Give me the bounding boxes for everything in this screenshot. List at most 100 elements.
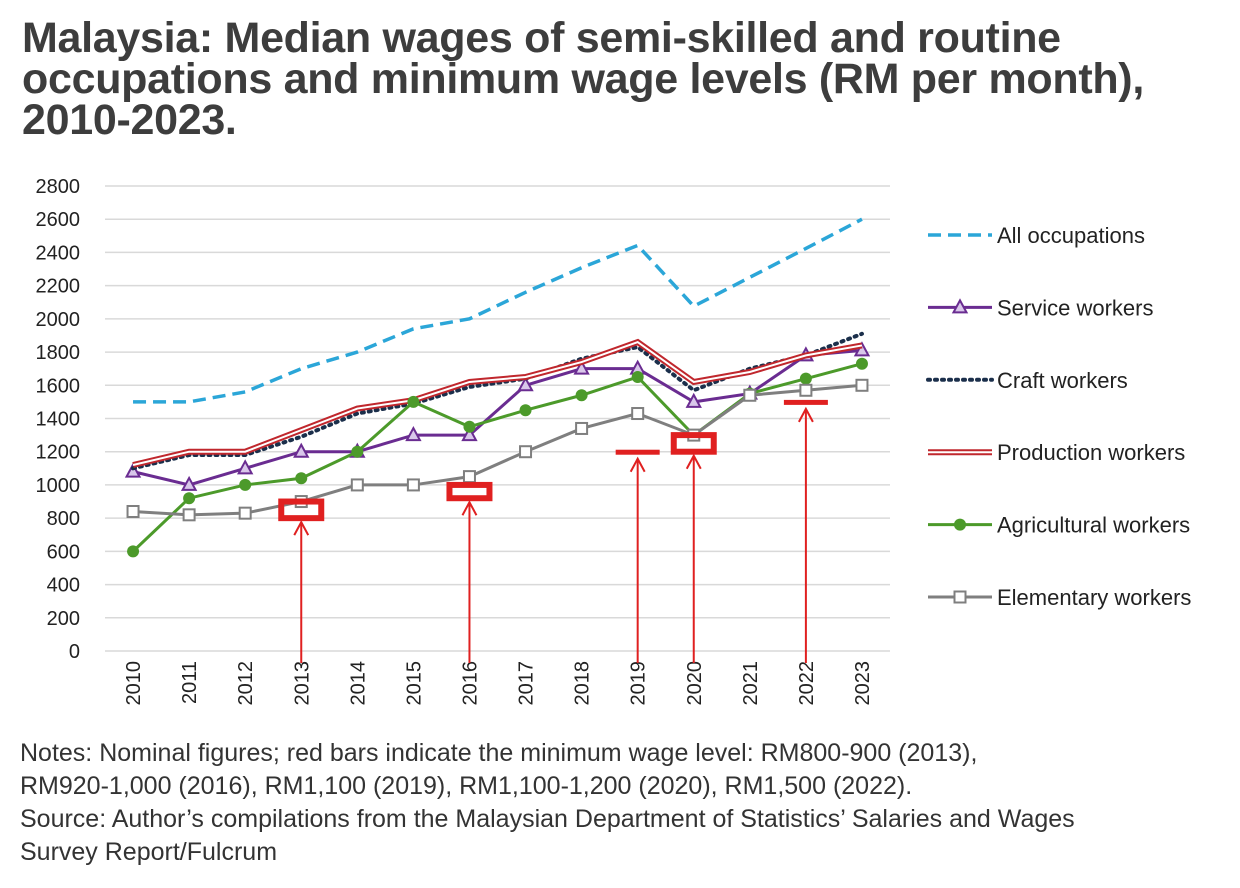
- y-tick-label: 1200: [36, 442, 81, 464]
- y-tick-label: 800: [47, 508, 80, 530]
- series-production-workers: [132, 338, 863, 468]
- series-elementary-workers: [126, 378, 869, 522]
- data-point: [407, 395, 420, 408]
- data-point: [405, 426, 422, 442]
- data-point: [350, 478, 364, 492]
- minimum-wage-bar: [783, 399, 828, 405]
- minimum-wage-bar: [446, 481, 493, 502]
- minimum-wage-bar: [615, 449, 660, 455]
- series-all-occupations: [133, 217, 863, 404]
- data-point: [406, 478, 420, 492]
- x-tick-label: 2014: [347, 661, 369, 706]
- data-point: [685, 392, 702, 408]
- data-point: [182, 508, 196, 522]
- data-point: [461, 426, 478, 442]
- data-point: [236, 459, 254, 475]
- data-point: [519, 445, 533, 459]
- notes-line-2: RM920-1,000 (2016), RM1,100 (2019), RM1,…: [20, 772, 913, 800]
- legend-label: Elementary workers: [997, 585, 1191, 610]
- x-tick-label: 2020: [684, 661, 706, 706]
- data-point: [799, 383, 813, 397]
- notes-line-4: Survey Report/Fulcrum: [20, 838, 278, 866]
- series-line: [132, 338, 863, 468]
- data-point: [855, 378, 869, 392]
- x-tick-label: 2010: [123, 661, 145, 706]
- notes-line-3: Source: Author’s compilations from the M…: [20, 805, 1075, 833]
- series-line: [133, 217, 863, 404]
- y-tick-label: 1000: [36, 475, 81, 497]
- y-tick-label: 2200: [36, 276, 81, 298]
- x-tick-label: 2018: [572, 661, 594, 706]
- y-tick-label: 2800: [36, 176, 81, 198]
- x-tick-label: 2023: [852, 661, 874, 706]
- data-point: [631, 370, 644, 383]
- legend-item: All occupations: [928, 223, 1145, 248]
- data-point: [462, 470, 476, 484]
- legend-marker: [954, 518, 966, 531]
- chart-title: Malaysia: Median wages of semi-skilled a…: [22, 14, 1144, 144]
- minimum-wage-arrowhead: [293, 520, 310, 536]
- legend-item: Agricultural workers: [928, 513, 1190, 538]
- legend-item: Craft workers: [926, 368, 1128, 393]
- data-point: [126, 505, 140, 518]
- data-point: [517, 376, 534, 392]
- x-tick-label: 2022: [796, 661, 818, 706]
- data-point: [351, 445, 364, 458]
- chart-notes: Notes: Nominal figures; red bars indicat…: [20, 737, 1220, 869]
- legend-label: All occupations: [997, 223, 1145, 248]
- legend-marker: [951, 298, 969, 314]
- y-tick-label: 200: [47, 608, 80, 630]
- legend-item: Production workers: [928, 440, 1185, 465]
- minimum-wage-bar: [278, 498, 325, 522]
- y-tick-label: 1600: [36, 375, 81, 397]
- legend-label: Agricultural workers: [997, 513, 1190, 538]
- data-point: [855, 357, 868, 370]
- minimum-wage-arrowhead: [798, 406, 814, 423]
- legend-marker: [953, 590, 967, 604]
- minimum-wage-arrowhead: [461, 500, 478, 516]
- minimum-wage-bars: [278, 399, 828, 522]
- x-tick-label: 2012: [235, 661, 257, 706]
- x-tick-label: 2019: [628, 661, 650, 706]
- x-tick-label: 2017: [516, 661, 538, 706]
- data-point: [238, 506, 252, 520]
- data-point: [293, 442, 310, 458]
- x-tick-label: 2011: [179, 661, 201, 704]
- data-point: [124, 462, 142, 478]
- data-point: [799, 372, 812, 385]
- minimum-wage-bar: [670, 432, 717, 455]
- series-line-inner: [132, 340, 863, 466]
- legend-label: Craft workers: [997, 368, 1128, 393]
- data-point: [239, 478, 252, 491]
- x-tick-label: 2021: [740, 661, 762, 706]
- y-tick-label: 2600: [36, 209, 81, 231]
- minimum-wage-markers: [293, 406, 814, 663]
- y-tick-label: 0: [69, 641, 80, 663]
- y-tick-label: 400: [47, 575, 80, 597]
- minimum-wage-arrowhead: [685, 453, 702, 470]
- data-point: [127, 545, 140, 558]
- data-point: [853, 341, 871, 357]
- data-point: [631, 407, 645, 421]
- y-tick-label: 2000: [36, 309, 81, 331]
- legend-label: Production workers: [997, 440, 1185, 465]
- data-point: [575, 421, 589, 435]
- y-tick-label: 1400: [36, 409, 81, 431]
- x-tick-label: 2015: [403, 661, 425, 706]
- y-tick-label: 2400: [36, 242, 81, 264]
- data-point: [183, 492, 196, 505]
- data-point: [180, 475, 198, 491]
- x-tick-label: 2016: [459, 661, 481, 706]
- legend: All occupations Service workers Craft work…: [926, 223, 1191, 610]
- data-point: [743, 388, 757, 402]
- legend-item: Service workers: [928, 295, 1153, 320]
- minimum-wage-arrowhead: [629, 456, 646, 473]
- x-tick-label: 2013: [291, 661, 313, 706]
- y-gridlines: [105, 185, 890, 652]
- series-line: [132, 348, 863, 487]
- legend-item: Elementary workers: [928, 585, 1191, 610]
- data-point: [463, 420, 476, 433]
- data-point: [573, 359, 590, 375]
- legend-label: Service workers: [997, 295, 1153, 320]
